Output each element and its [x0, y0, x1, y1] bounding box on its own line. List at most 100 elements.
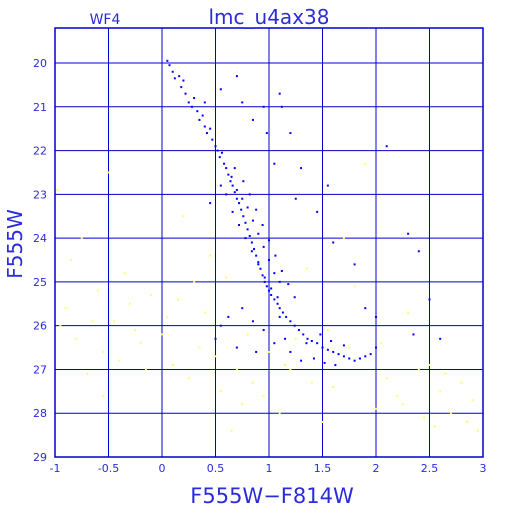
field-star-point — [80, 237, 83, 240]
main-sequence-point — [278, 280, 281, 283]
y-tick-label: 22 — [33, 145, 47, 158]
field-star-point — [123, 272, 126, 275]
main-sequence-point — [262, 329, 265, 332]
main-sequence-point — [178, 75, 181, 78]
field-star-point — [401, 403, 404, 406]
main-sequence-point — [358, 357, 361, 360]
y-tick-labels: 20 21 22 23 24 25 26 27 28 29 — [33, 57, 47, 464]
field-star-point — [262, 394, 265, 397]
y-tick-label: 25 — [33, 276, 47, 289]
x-tick-label: 0 — [159, 462, 166, 475]
field-star-point — [353, 285, 356, 288]
main-sequence-point — [316, 210, 319, 213]
main-sequence-point — [289, 350, 292, 353]
x-tick-label: 2 — [373, 462, 380, 475]
field-star-point — [423, 416, 426, 419]
main-sequence-point — [281, 311, 284, 314]
main-sequence-point — [330, 339, 333, 342]
main-sequence-point — [238, 223, 241, 226]
field-star-point — [305, 267, 308, 270]
main-sequence-point — [273, 162, 276, 165]
main-sequence-point — [342, 344, 345, 347]
main-sequence-point — [184, 92, 187, 95]
main-sequence-point — [218, 156, 221, 159]
field-star-point — [219, 390, 222, 393]
field-star-point — [396, 394, 399, 397]
main-sequence-point — [201, 114, 204, 117]
main-sequence-point — [251, 320, 254, 323]
main-sequence-point — [248, 234, 251, 237]
field-star-point — [150, 294, 153, 297]
main-sequence-point — [193, 97, 196, 100]
y-tick-label: 23 — [33, 188, 47, 201]
field-star-point — [209, 254, 212, 257]
main-sequence-point — [251, 118, 254, 121]
field-star-point — [144, 368, 147, 371]
field-star-point — [235, 368, 238, 371]
main-sequence-point — [407, 232, 410, 235]
main-sequence-point — [241, 197, 244, 200]
main-sequence-point — [268, 289, 270, 292]
main-sequence-point — [187, 101, 190, 104]
main-sequence-point — [227, 315, 230, 318]
main-sequence-point — [225, 193, 228, 196]
field-star-point — [278, 412, 281, 415]
main-sequence-point — [219, 88, 222, 91]
field-star-point — [433, 425, 436, 428]
field-star-point — [471, 399, 474, 402]
main-sequence-point — [265, 285, 268, 288]
main-sequence-point — [294, 197, 297, 200]
main-sequence-point — [263, 276, 266, 279]
field-star-point — [187, 377, 190, 380]
main-sequence-point — [246, 206, 249, 209]
main-sequence-point — [276, 302, 279, 305]
main-sequence-point — [348, 357, 351, 360]
x-axis-label: F555W−F814W — [190, 484, 354, 508]
main-sequence-point — [268, 259, 270, 262]
main-sequence-point — [203, 125, 206, 128]
main-sequence-point — [353, 359, 356, 362]
main-sequence-point — [182, 79, 185, 82]
main-sequence-point — [353, 263, 356, 266]
main-sequence-point — [276, 296, 279, 299]
main-sequence-point — [248, 193, 251, 196]
field-star-point — [385, 377, 388, 380]
main-sequence-point — [196, 110, 199, 113]
main-sequence-point — [253, 248, 256, 251]
main-sequence-point — [274, 254, 277, 257]
field-star-point — [128, 302, 131, 305]
main-sequence-point — [244, 237, 247, 240]
main-sequence-point — [364, 355, 367, 358]
field-star-point — [59, 324, 62, 327]
main-sequence-point — [278, 315, 281, 318]
main-sequence-point — [278, 92, 281, 95]
field-star-point — [225, 276, 228, 279]
field-star-point — [161, 333, 163, 336]
field-star-point — [203, 311, 206, 314]
main-sequence-point — [244, 221, 247, 224]
main-sequence-point — [220, 151, 223, 154]
main-sequence-point — [332, 241, 335, 244]
y-tick-label: 29 — [33, 451, 47, 464]
field-star-point — [268, 350, 270, 353]
main-sequence-point — [230, 175, 233, 178]
main-sequence-point — [417, 250, 420, 253]
y-tick-label: 21 — [33, 101, 47, 114]
main-sequence-point — [238, 202, 241, 205]
main-sequence-point — [251, 219, 254, 222]
main-sequence-point — [319, 333, 322, 336]
field-star-point — [70, 259, 73, 262]
main-sequence-point — [273, 272, 276, 275]
main-sequence-point — [257, 261, 260, 264]
main-sequence-point — [265, 132, 268, 135]
field-star-point — [348, 346, 351, 349]
main-sequence-point — [190, 105, 193, 108]
field-star-point — [75, 337, 78, 340]
x-tick-label: 1.5 — [314, 462, 332, 475]
main-sequence-point — [297, 329, 300, 332]
main-sequence-point — [334, 364, 337, 367]
field-star-point — [342, 237, 345, 240]
main-sequence-point — [332, 350, 335, 353]
field-star-points — [56, 162, 479, 432]
